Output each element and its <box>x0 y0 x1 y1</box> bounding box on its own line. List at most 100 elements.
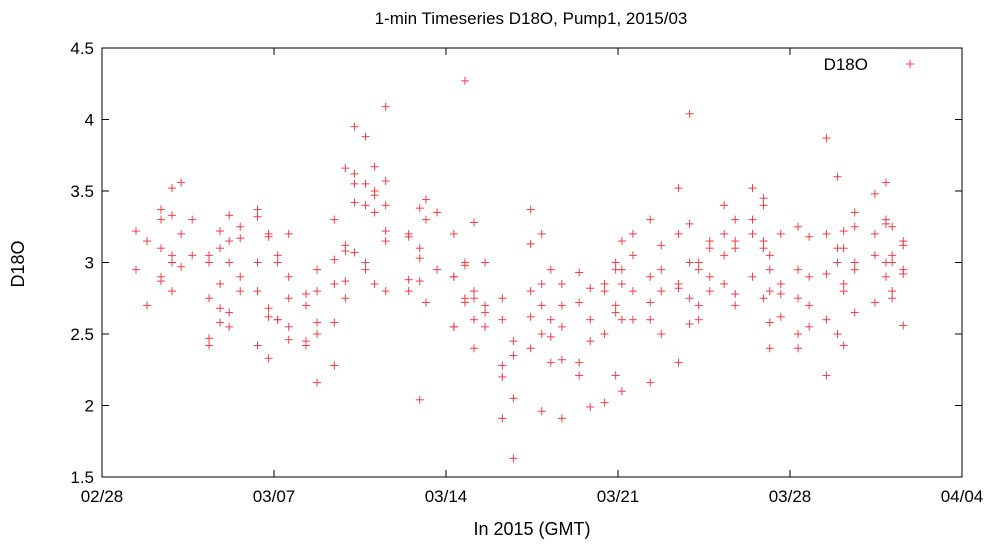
x-tick-label: 04/04 <box>941 487 984 506</box>
y-tick-label: 1.5 <box>70 468 94 487</box>
data-point <box>731 244 740 253</box>
data-point <box>575 358 584 367</box>
data-point <box>748 184 757 193</box>
data-point <box>850 208 859 217</box>
data-point <box>481 322 490 331</box>
data-point <box>481 258 490 267</box>
data-point <box>330 215 339 224</box>
data-point <box>460 294 469 303</box>
data-point <box>617 279 626 288</box>
data-point <box>168 251 177 260</box>
data-point <box>575 371 584 380</box>
legend-label: D18O <box>824 55 868 74</box>
data-point <box>575 298 584 307</box>
data-point <box>264 232 273 241</box>
data-point <box>720 279 729 288</box>
data-point <box>404 232 413 241</box>
data-point <box>168 287 177 296</box>
data-point <box>546 265 555 274</box>
data-point <box>586 284 595 293</box>
data-point <box>313 265 322 274</box>
data-point <box>370 187 379 195</box>
data-point <box>888 258 897 267</box>
data-point <box>881 219 890 228</box>
plot-frame <box>101 47 963 478</box>
data-point <box>498 414 507 423</box>
data-point <box>205 294 214 303</box>
data-point <box>617 315 626 324</box>
data-point <box>205 258 214 267</box>
data-point <box>381 176 390 185</box>
data-point <box>415 277 424 286</box>
data-point <box>776 229 785 238</box>
data-point <box>168 258 177 267</box>
data-point <box>177 262 186 271</box>
data-point <box>794 330 803 338</box>
data-point <box>776 289 785 298</box>
data-point <box>361 179 370 188</box>
data-point <box>657 241 666 250</box>
data-point <box>674 229 683 238</box>
data-point <box>168 184 177 193</box>
data-point <box>628 287 637 296</box>
data-point <box>350 122 359 131</box>
data-point <box>611 258 620 267</box>
data-point <box>646 272 655 281</box>
data-point <box>685 294 694 303</box>
data-point <box>694 258 703 267</box>
data-point <box>628 251 637 260</box>
data-point <box>526 344 535 353</box>
data-point <box>600 279 609 288</box>
data-point <box>617 237 626 246</box>
data-point <box>748 215 757 224</box>
data-point <box>284 335 293 344</box>
data-point <box>765 287 774 296</box>
data-point <box>273 258 282 267</box>
data-point <box>557 322 566 331</box>
data-point <box>765 318 774 327</box>
legend: D18O <box>824 55 914 74</box>
data-point <box>822 134 831 143</box>
data-point <box>460 76 469 85</box>
data-point <box>216 318 225 327</box>
data-point <box>759 244 768 253</box>
data-point <box>236 287 245 296</box>
x-tick-label: 03/14 <box>425 487 468 506</box>
data-point <box>381 201 390 210</box>
data-point <box>284 322 293 331</box>
data-point <box>617 387 626 396</box>
data-point <box>685 219 694 228</box>
data-point <box>628 315 637 324</box>
data-point <box>177 178 186 187</box>
data-point <box>509 337 518 346</box>
data-point <box>433 265 442 274</box>
data-point <box>526 239 535 248</box>
data-point <box>168 211 177 220</box>
data-point <box>253 287 262 296</box>
data-point <box>646 215 655 224</box>
data-point <box>284 272 293 281</box>
data-point <box>225 308 234 317</box>
data-point <box>273 315 282 324</box>
data-point <box>273 251 282 260</box>
data-point <box>350 198 359 207</box>
data-point <box>361 132 370 141</box>
data-point <box>850 265 859 274</box>
data-point <box>526 205 535 214</box>
data-point <box>143 237 152 246</box>
y-tick-label: 2 <box>85 397 94 416</box>
data-point <box>839 227 848 236</box>
data-point <box>657 265 666 274</box>
data-point <box>720 251 729 260</box>
data-point <box>205 334 214 343</box>
data-point <box>330 279 339 288</box>
x-tick-label: 03/07 <box>253 487 296 506</box>
data-point <box>705 237 714 246</box>
data-point <box>870 229 879 238</box>
data-point <box>449 272 458 281</box>
data-point <box>526 287 535 296</box>
data-point <box>481 308 490 317</box>
data-point <box>350 248 359 257</box>
data-point <box>330 361 339 370</box>
